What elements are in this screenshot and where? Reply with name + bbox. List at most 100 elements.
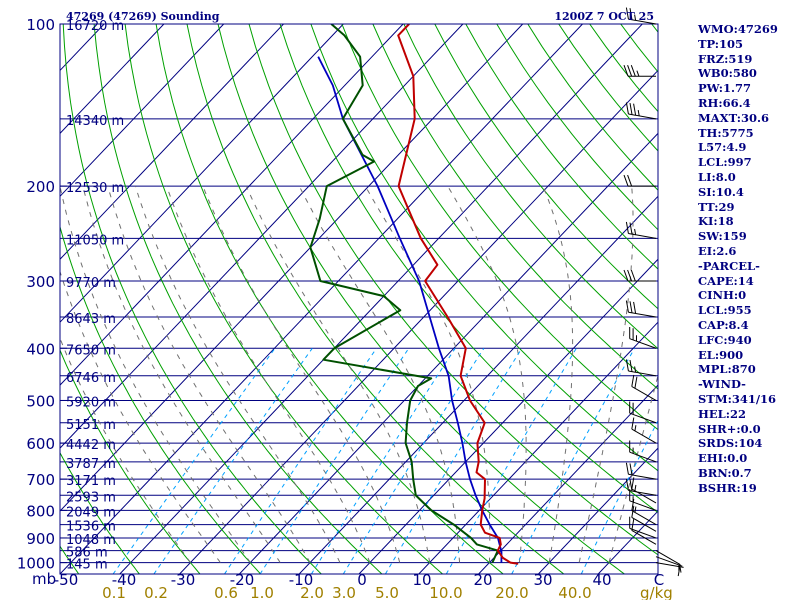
isotherm-line [60, 24, 404, 386]
wind-barb-staff [631, 529, 657, 545]
index-item: WB0:580 [698, 66, 757, 81]
dry-adiabat-line [124, 24, 443, 574]
wind-barbs [623, 7, 684, 577]
index-item: MPL:870 [698, 362, 756, 377]
height-label: 4442 m [66, 438, 116, 453]
isotherm-line [60, 24, 464, 449]
isotherm-line [60, 24, 165, 135]
wind-barb-staff [628, 233, 657, 239]
wind-barb-staff [631, 386, 657, 401]
mixing-ratio-label: 20.0 [495, 584, 528, 600]
pressure-label: 400 [26, 340, 55, 358]
mixing-ratio-line [153, 348, 313, 574]
wind-barb-feather [629, 103, 633, 115]
temperature-trace [397, 24, 519, 565]
dry-adiabat-line [372, 24, 658, 390]
wind-barb-staff [628, 473, 657, 480]
wind-barb-feather [630, 65, 636, 77]
wind-barb [625, 7, 657, 25]
wind-barb-half-feather [634, 14, 637, 21]
index-item: SRDS:104 [698, 436, 763, 451]
isotherm-line [60, 24, 284, 260]
isotherm-line [239, 132, 658, 574]
wind-barb-feather [629, 463, 633, 475]
height-label: 6746 m [66, 371, 116, 386]
height-label: 3787 m [66, 457, 116, 472]
wind-barb [625, 221, 657, 239]
wind-barb-feather [625, 359, 629, 372]
mixing-ratio-label: 40.0 [558, 584, 591, 600]
index-item: TT:29 [698, 199, 735, 214]
wind-barb-staff [655, 550, 681, 566]
index-item: CAP:8.4 [698, 317, 749, 332]
wind-barb [629, 327, 657, 349]
sounding-profiles [309, 24, 519, 565]
index-item: WMO:47269 [698, 22, 778, 36]
sounding-time: 1200Z 7 OCT 25 [554, 10, 654, 23]
wind-barb-half-feather [634, 366, 637, 373]
wind-barb-staff [631, 428, 657, 444]
wind-barb-feather [625, 478, 629, 491]
index-item: LCL:955 [698, 303, 752, 318]
dry-adiabat-line [186, 24, 565, 574]
index-item: LFC:940 [698, 332, 752, 347]
moist-adiabat-line [134, 185, 341, 563]
wind-barb-feather [623, 65, 629, 77]
mixing-ratio-line [112, 348, 276, 574]
index-item: KI:18 [698, 214, 734, 229]
wind-barb-staff [629, 527, 657, 539]
height-label: 2593 m [66, 490, 116, 505]
wind-barb-staff [629, 500, 657, 511]
index-item: EI:2.6 [698, 243, 737, 258]
dewpoint-trace [309, 24, 499, 564]
wind-barb-feather [623, 269, 629, 282]
wind-barb-staff [628, 489, 657, 496]
wind-barb-feather [627, 269, 633, 282]
wind-barb [631, 374, 657, 401]
mixing-ratio-label: 5.0 [375, 584, 399, 600]
isotherm-line [0, 24, 44, 574]
temperature-label: -20 [230, 571, 255, 589]
wind-barb-staff [628, 113, 657, 120]
moist-adiabat-line [447, 185, 527, 563]
dry-adiabat-line [93, 24, 383, 574]
isotherm-line [358, 258, 658, 574]
wind-barb-feather [623, 174, 629, 187]
height-label: 16720 m [66, 19, 124, 34]
dry-adiabat-line [60, 451, 140, 574]
wind-barb-feather [631, 477, 635, 490]
wind-barb [623, 65, 657, 77]
wind-barb [631, 477, 657, 504]
dry-adiabat-line [465, 24, 658, 270]
height-label: 9770 m [66, 276, 116, 291]
index-item: L57:4.9 [698, 140, 747, 155]
temperature-label: 0 [357, 571, 367, 589]
wind-barb-feather [629, 479, 633, 492]
mixing-ratio-label: 0.1 [102, 584, 126, 600]
wind-barb-feather [631, 417, 635, 430]
temperature-label: 20 [473, 571, 492, 589]
moist-adiabat-line [202, 185, 401, 563]
wind-barb-staff [629, 451, 657, 463]
wind-barb [629, 516, 657, 539]
index-item: LCL:997 [698, 155, 752, 170]
temperature-label: 40 [592, 571, 611, 589]
wind-barb-staff [628, 18, 657, 25]
wind-barb-staff [631, 510, 657, 526]
mixing-ratio-label: 3.0 [332, 584, 356, 600]
dry-adiabat-line [60, 348, 201, 574]
mixing-ratio-label: 0.2 [144, 584, 168, 600]
wind-barb [629, 440, 657, 463]
index-item: SHR+:0.0 [698, 421, 761, 436]
height-label: 5151 m [66, 418, 116, 433]
height-label: 14340 m [66, 114, 124, 129]
wind-barb [629, 401, 657, 424]
moist-adiabat-line [364, 185, 491, 563]
wind-barb-feather [630, 269, 636, 282]
wind-barb-feather [625, 462, 629, 475]
height-label: 2049 m [66, 505, 116, 520]
moist-adiabat-line [60, 270, 221, 563]
wind-barb-feather [629, 301, 633, 313]
index-item: CINH:0 [698, 288, 747, 303]
